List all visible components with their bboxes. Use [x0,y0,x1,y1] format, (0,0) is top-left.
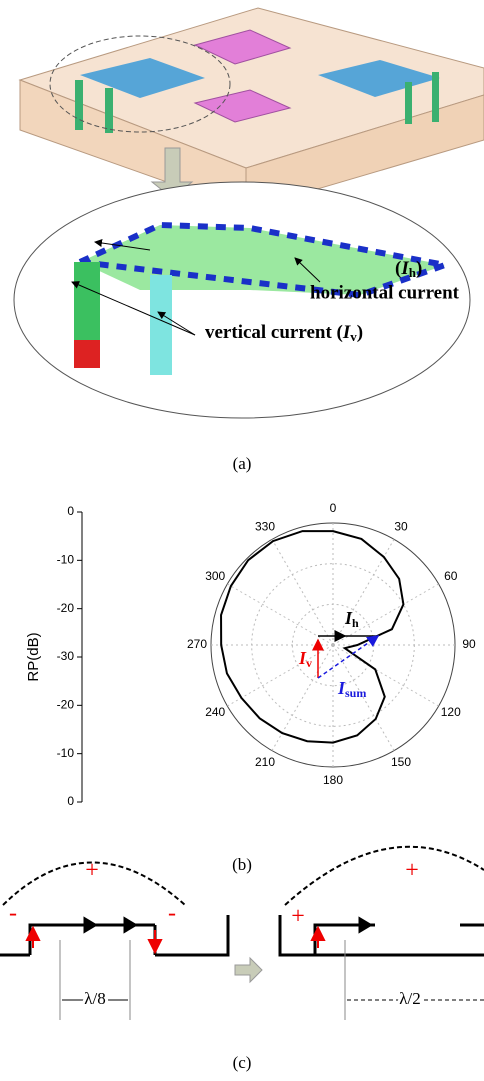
r-tick-label: -30 [57,649,75,663]
text: v [350,329,357,344]
r-tick-label: 0 [67,504,74,518]
theta-tick-label: 150 [391,755,411,769]
symbol: I [298,648,307,668]
text: h [409,265,417,280]
patch [193,29,292,65]
panel-a: (Ih) horizontal current vertical current… [13,7,484,473]
theta-tick-label: 210 [255,755,275,769]
dimension: λ/2 [399,989,420,1008]
pattern-line [220,530,405,744]
post [105,88,113,133]
text: vertical current ( [205,322,343,343]
r-tick-label: 0 [67,794,74,808]
label: horizontal current [310,282,460,303]
subscript: h [352,616,359,630]
axis-label: RP(dB) [25,632,42,681]
arrow [340,916,373,934]
caption: (a) [233,454,252,473]
pointer [157,311,196,336]
current-arrows [69,221,457,299]
subscript: v [306,656,312,670]
subscript: sum [345,686,366,700]
sign: - [168,901,176,927]
spoke [227,583,334,646]
annotation: Iv [298,648,312,670]
annotation: Ih [344,608,359,630]
antenna [278,915,484,957]
theta-tick-label: 0 [330,501,337,515]
text: I [400,258,409,279]
sign: + [85,858,99,884]
spoke [227,644,334,707]
pointer [294,257,321,283]
sign: + [405,858,419,884]
theta-tick-label: 180 [323,773,343,787]
panel-b: RP(dB) (b) -30 -20 -20 -10 -10 0 0 0 30 60 90 120 15… [25,501,476,874]
arrow [25,925,41,948]
sign: + [291,904,305,930]
arrow [60,916,98,934]
dimension: λ/8 [84,989,105,1008]
theta-tick-label: 330 [255,519,275,533]
post [432,72,439,122]
text: I [342,322,351,343]
transition-arrow [234,956,263,984]
theta-tick-label: 270 [187,637,207,651]
caption: (b) [232,855,252,874]
text: ( [395,258,401,279]
theta-tick-label: 120 [441,705,461,719]
theta-tick-label: 240 [205,705,225,719]
arrow [147,930,163,955]
post [75,80,83,130]
panel-c: + - - λ/8 + + λ/2 (c) [0,845,484,1072]
r-tick-label: -20 [57,601,75,615]
spoke [332,644,395,751]
symbol: I [344,608,353,628]
current-patch [318,60,440,97]
r-tick-label: -10 [57,553,75,567]
spoke [271,539,334,646]
post-end [74,340,100,368]
text: ) [357,322,363,343]
pointer [71,281,196,336]
label: vertical current (Iv) [205,322,363,344]
theta-tick-label: 60 [444,569,458,583]
spoke [332,644,439,707]
pointer [94,239,151,251]
r-tick-label: -10 [57,746,75,760]
post [150,275,172,375]
spoke [332,583,439,646]
annotation: Isum [337,678,366,700]
theta-tick-label: 90 [462,637,476,651]
text: ) [416,258,422,279]
caption: (c) [233,1053,252,1072]
spoke [332,539,395,646]
r-tick-label: -20 [57,698,75,712]
pattern [2,861,186,906]
sign: - [9,901,17,927]
pattern [284,845,484,906]
isum-arrow [317,635,380,679]
theta-tick-label: 30 [394,519,408,533]
symbol: I [337,678,346,698]
arrow [115,916,138,934]
current-patch [80,58,205,98]
theta-tick-label: 300 [205,569,225,583]
highlight [49,35,231,133]
post [405,82,412,124]
patch [193,89,292,123]
arrow [310,925,326,948]
label: (Ih) [395,258,422,280]
